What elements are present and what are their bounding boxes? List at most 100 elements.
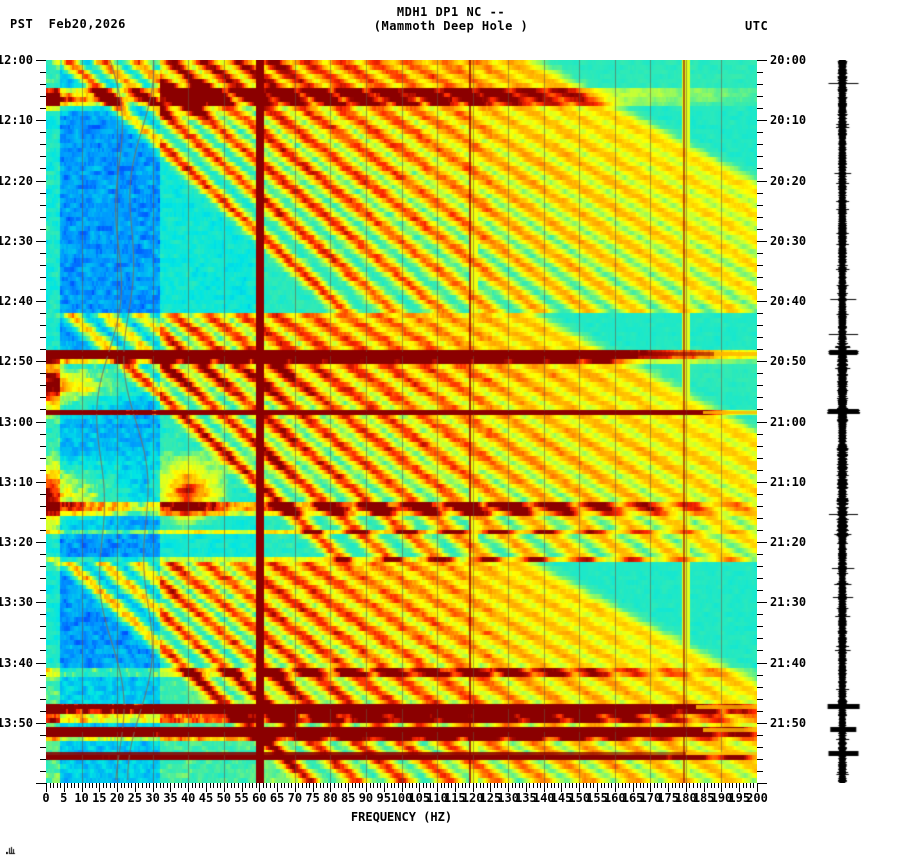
- x-tick: [188, 783, 190, 792]
- x-tick-label: 110: [426, 791, 448, 805]
- x-tick-label: 165: [621, 791, 644, 805]
- x-tick: [266, 783, 268, 788]
- x-tick: [589, 783, 591, 788]
- x-tick: [461, 783, 463, 788]
- y-tick-left: [40, 84, 46, 86]
- y-tick-left: [36, 120, 46, 122]
- y-tick-right: [757, 325, 763, 327]
- y-tick-label-pst: 12:30: [0, 233, 33, 248]
- x-tick: [685, 783, 687, 792]
- x-tick: [301, 783, 303, 788]
- y-tick-right: [757, 144, 763, 146]
- y-tick-right: [757, 397, 763, 399]
- x-tick: [561, 783, 563, 792]
- y-tick-left: [40, 505, 46, 507]
- y-tick-label-utc: 20:20: [770, 173, 807, 188]
- y-tick-left: [40, 156, 46, 158]
- header-timezone-right: UTC: [745, 19, 769, 33]
- y-tick-label-utc: 20:40: [770, 294, 807, 308]
- x-tick: [56, 783, 58, 788]
- y-tick-left: [40, 276, 46, 278]
- y-tick-right: [757, 517, 763, 519]
- y-tick-right: [757, 602, 767, 604]
- x-tick: [497, 783, 499, 788]
- y-tick-left: [36, 481, 46, 483]
- y-tick-left: [40, 529, 46, 531]
- y-axis-right-labels: 20:00 20:10 20:20 20:30 20:40 20:50 21:00 21:10…: [770, 53, 840, 784]
- y-tick-left: [40, 397, 46, 399]
- x-tick-label: 160: [603, 791, 626, 805]
- x-tick: [397, 783, 399, 788]
- y-tick-right: [757, 228, 763, 230]
- x-tick: [333, 783, 335, 788]
- x-tick-label: 90: [358, 791, 374, 805]
- y-tick-left: [36, 301, 46, 302]
- x-tick-label: 70: [287, 791, 303, 805]
- x-tick: [493, 783, 495, 788]
- x-tick-label: 40: [180, 791, 196, 805]
- y-tick-label-utc: 20:00: [770, 53, 807, 67]
- y-tick-left: [36, 240, 46, 242]
- y-tick-left: [40, 409, 46, 411]
- x-tick: [85, 783, 87, 788]
- y-tick-left: [40, 433, 46, 435]
- x-tick: [49, 783, 51, 788]
- y-tick-left: [40, 168, 46, 170]
- y-tick-right: [757, 192, 763, 194]
- y-tick-right: [757, 590, 763, 592]
- x-tick: [422, 783, 424, 788]
- x-tick: [351, 783, 353, 788]
- x-tick: [469, 783, 471, 788]
- x-tick: [554, 783, 556, 788]
- x-tick: [383, 783, 385, 792]
- x-tick: [227, 783, 229, 788]
- y-tick-label-pst: 12:00: [0, 53, 33, 67]
- x-tick: [668, 783, 670, 792]
- x-tick-label: 125: [479, 791, 502, 805]
- x-tick: [639, 783, 641, 788]
- x-tick: [77, 783, 79, 788]
- x-tick-label: 120: [461, 791, 484, 805]
- x-tick: [109, 783, 111, 788]
- x-tick-label: 180: [675, 791, 697, 805]
- x-tick: [675, 783, 677, 788]
- x-tick: [657, 783, 659, 788]
- x-tick-label: 20: [109, 791, 125, 805]
- y-tick-right: [757, 385, 763, 387]
- x-tick: [127, 783, 129, 788]
- x-tick-label: 45: [198, 791, 214, 805]
- x-tick: [501, 783, 503, 788]
- x-tick: [433, 783, 435, 788]
- x-tick-label: 115: [443, 791, 466, 805]
- x-tick-label: 150: [568, 791, 591, 805]
- x-tick: [707, 783, 709, 788]
- x-tick: [465, 783, 467, 788]
- y-tick-right: [757, 469, 763, 471]
- x-tick-label: 10: [74, 791, 89, 805]
- x-tick: [63, 783, 65, 792]
- x-tick: [106, 783, 108, 788]
- x-tick: [138, 783, 140, 788]
- y-tick-label-pst: 13:20: [0, 535, 33, 549]
- y-tick-right: [757, 361, 767, 363]
- x-tick: [604, 783, 606, 788]
- y-tick-left: [40, 192, 46, 194]
- spectrogram-plot[interactable]: [46, 60, 757, 783]
- y-tick-left: [40, 72, 46, 74]
- x-tick: [202, 783, 204, 788]
- x-tick: [394, 783, 396, 788]
- y-tick-label-utc: 20:30: [770, 233, 807, 248]
- x-tick: [540, 783, 542, 788]
- x-tick: [234, 783, 236, 788]
- x-tick: [312, 783, 314, 792]
- x-tick: [95, 783, 97, 788]
- y-axis-left-labels: 12:00 12:10 12:20 12:30 12:40 12:50 13:00 13:10…: [0, 53, 33, 784]
- y-tick-right: [757, 722, 767, 724]
- y-tick-right: [757, 84, 763, 86]
- y-tick-right: [757, 698, 763, 700]
- y-axis-right-ticks: [757, 60, 767, 784]
- x-tick: [725, 783, 726, 788]
- y-tick-right: [757, 529, 763, 531]
- x-tick: [636, 783, 638, 788]
- y-tick-right: [757, 132, 763, 134]
